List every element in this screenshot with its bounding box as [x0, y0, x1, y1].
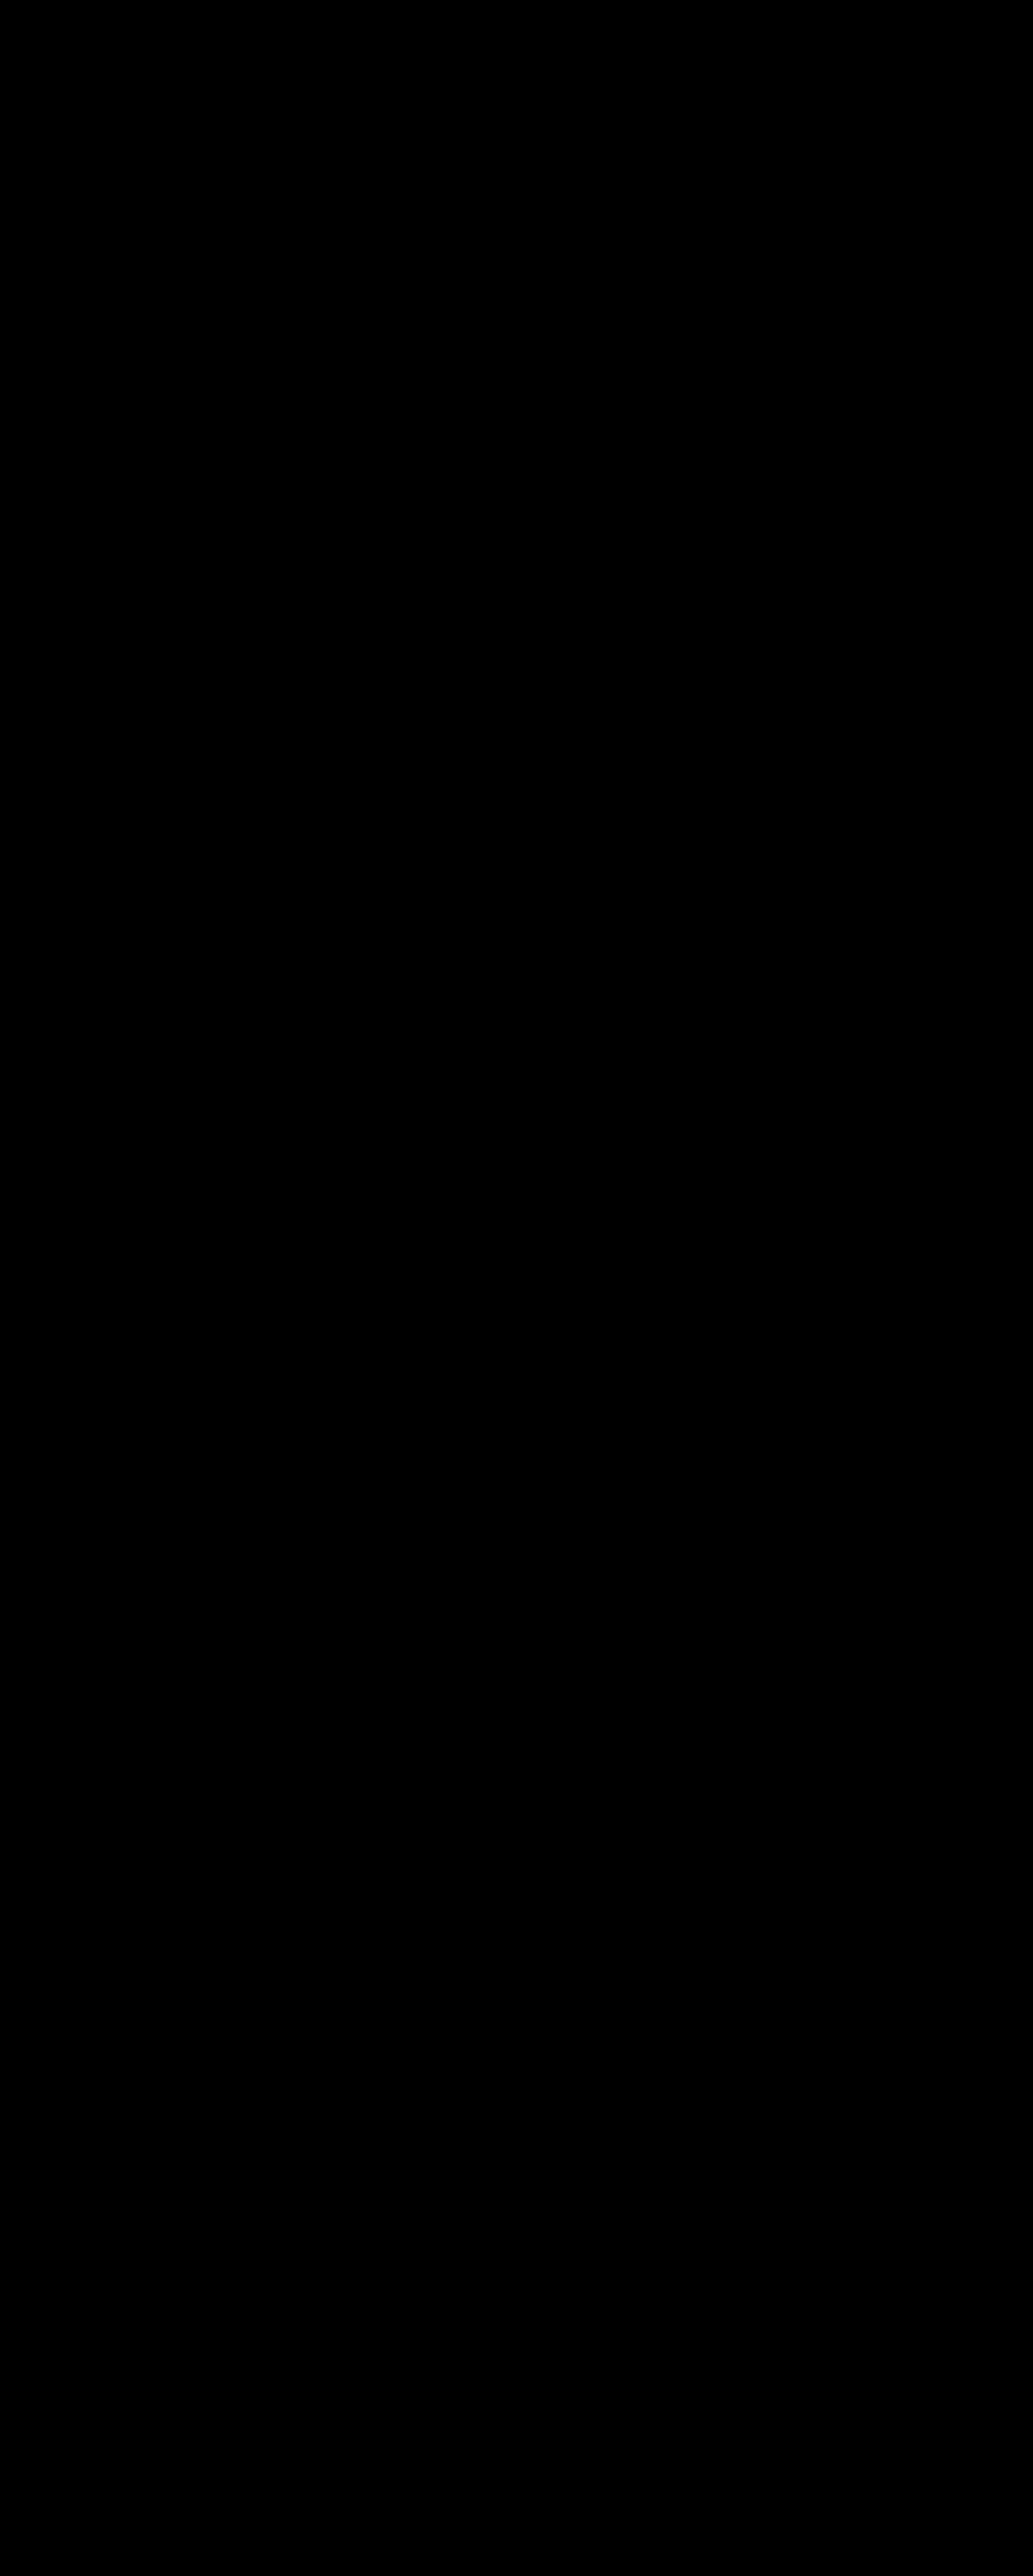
- bracelet-pattern-page: [0, 0, 1033, 2576]
